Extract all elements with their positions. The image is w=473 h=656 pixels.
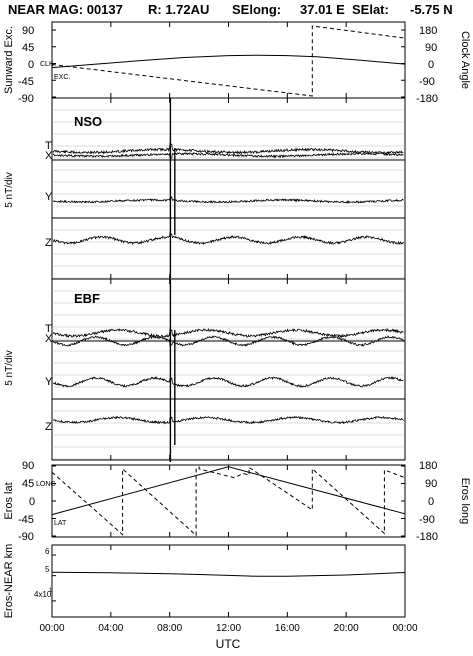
tick-labels: 90 45 0 -45 -90 180 90 0 -90 -180 xyxy=(18,25,438,105)
trace-label-y: Y xyxy=(45,376,53,388)
tick-marks xyxy=(52,465,405,537)
right-tick-label: 90 xyxy=(425,478,437,490)
panel-eros-distance: 6 5 4x10 1 Eros-NEAR km xyxy=(3,544,406,619)
series-annotation-lat: LAT xyxy=(54,520,67,527)
panel-clock-angle: 90 45 0 -45 -90 180 90 0 -90 -180 Sunwar… xyxy=(3,21,471,105)
left-tick-label: 45 xyxy=(22,42,34,54)
panel-field-ebf: EBF 5 nT/div T X Y Z xyxy=(4,278,406,462)
trace-x xyxy=(52,335,404,347)
trace-label-z: Z xyxy=(45,421,52,433)
x-tick-label: 12:00 xyxy=(216,623,241,634)
trace-t xyxy=(52,142,404,155)
right-tick-label: 90 xyxy=(425,42,437,54)
trace-y xyxy=(52,376,404,388)
left-axis-label: Sunward Exc. xyxy=(3,26,15,94)
axis-label: 5 nT/div xyxy=(4,172,15,208)
series-annotation-exc: EXC. xyxy=(54,74,70,81)
trace-label-x: X xyxy=(45,333,53,345)
trace-label-x: X xyxy=(45,150,53,162)
right-axis-label: Eros long xyxy=(459,478,471,524)
y-tick-label: 4x10 xyxy=(34,590,52,599)
header-selat-label: SElat: xyxy=(352,2,389,17)
trace-label-z: Z xyxy=(45,237,52,249)
trace-z xyxy=(52,415,404,425)
trace-y xyxy=(52,195,404,205)
tick-marks xyxy=(52,29,405,98)
x-tick-label: 00:00 xyxy=(392,623,417,634)
panel-frame xyxy=(51,97,406,280)
header: NEAR MAG: 00137 R: 1.72AU SElong: 37.01 … xyxy=(8,2,453,17)
left-tick-label: 45 xyxy=(22,478,34,490)
left-tick-label: -45 xyxy=(18,514,34,526)
y-tick-label: 5 xyxy=(45,565,50,574)
axis-label: Eros-NEAR km xyxy=(3,544,15,619)
panel-field-nso: NSO 5 nT/div T X Y Z xyxy=(4,97,406,280)
left-tick-label: 90 xyxy=(22,460,34,472)
panel-title: NSO xyxy=(74,114,102,129)
header-instrument: NEAR MAG: 00137 xyxy=(8,2,123,17)
series-line-long xyxy=(51,466,406,537)
series-group xyxy=(51,466,406,537)
panel-frame xyxy=(51,544,406,618)
x-tick-label: 20:00 xyxy=(334,623,359,634)
x-tick-label: 16:00 xyxy=(275,623,300,634)
series-group xyxy=(51,554,406,602)
panel-frame xyxy=(51,278,406,461)
series-line-lat xyxy=(51,466,406,516)
right-tick-label: -180 xyxy=(416,531,438,543)
series-line-exc xyxy=(51,54,406,69)
distance-line xyxy=(51,571,406,577)
axis-label: 5 nT/div xyxy=(4,350,15,386)
series-annotation-clk: CLK xyxy=(40,61,54,68)
left-tick-label: 90 xyxy=(22,25,34,37)
header-selat-value: -5.75 N xyxy=(410,2,453,17)
panel-frame xyxy=(51,21,406,99)
right-tick-label: -90 xyxy=(419,514,435,526)
panel-frame xyxy=(51,464,406,538)
header-selong-value: 37.01 E xyxy=(300,2,345,17)
x-axis-label: UTC xyxy=(216,637,241,651)
gridlines xyxy=(52,109,405,279)
panel-eros-position: 90 45 0 -45 -90 180 90 0 -90 -180 Eros l… xyxy=(3,460,471,543)
trace-t xyxy=(52,327,404,339)
header-selong-label: SElong: xyxy=(232,2,281,17)
y-tick-label: 6 xyxy=(45,547,50,556)
right-tick-label: 0 xyxy=(428,59,434,71)
right-tick-label: 180 xyxy=(419,460,437,472)
left-tick-label: 0 xyxy=(29,496,35,508)
x-tick-label: 00:00 xyxy=(39,623,64,634)
right-tick-label: 0 xyxy=(428,496,434,508)
trace-x xyxy=(52,151,404,159)
y-tick-exponent: 1 xyxy=(49,588,53,594)
x-tick-label: 08:00 xyxy=(157,623,182,634)
trace-label-t: T xyxy=(45,140,52,152)
right-tick-label: -90 xyxy=(419,76,435,88)
traces-group xyxy=(52,279,404,462)
gridlines xyxy=(52,290,405,460)
header-range: R: 1.72AU xyxy=(148,2,209,17)
series-line-clk xyxy=(51,25,406,97)
series-group xyxy=(51,25,406,97)
traces-group xyxy=(52,98,404,278)
left-tick-label: -90 xyxy=(18,93,34,105)
x-tick-label: 04:00 xyxy=(98,623,123,634)
trace-label-t: T xyxy=(45,323,52,335)
left-tick-label: -45 xyxy=(18,76,34,88)
left-axis-label: Eros lat xyxy=(3,482,15,519)
series-annotation-long: LONG xyxy=(36,481,56,488)
x-axis: UTC 00:00 04:00 08:00 12:00 16:00 20:00 00:00 xyxy=(39,22,418,651)
right-tick-label: -180 xyxy=(416,93,438,105)
left-tick-label: 0 xyxy=(28,59,34,71)
trace-z xyxy=(52,230,404,246)
panel-title: EBF xyxy=(74,291,100,306)
right-tick-label: 180 xyxy=(419,25,437,37)
trace-label-y: Y xyxy=(45,191,53,203)
right-axis-label: Clock Angle xyxy=(459,31,471,89)
left-tick-label: -90 xyxy=(18,531,34,543)
